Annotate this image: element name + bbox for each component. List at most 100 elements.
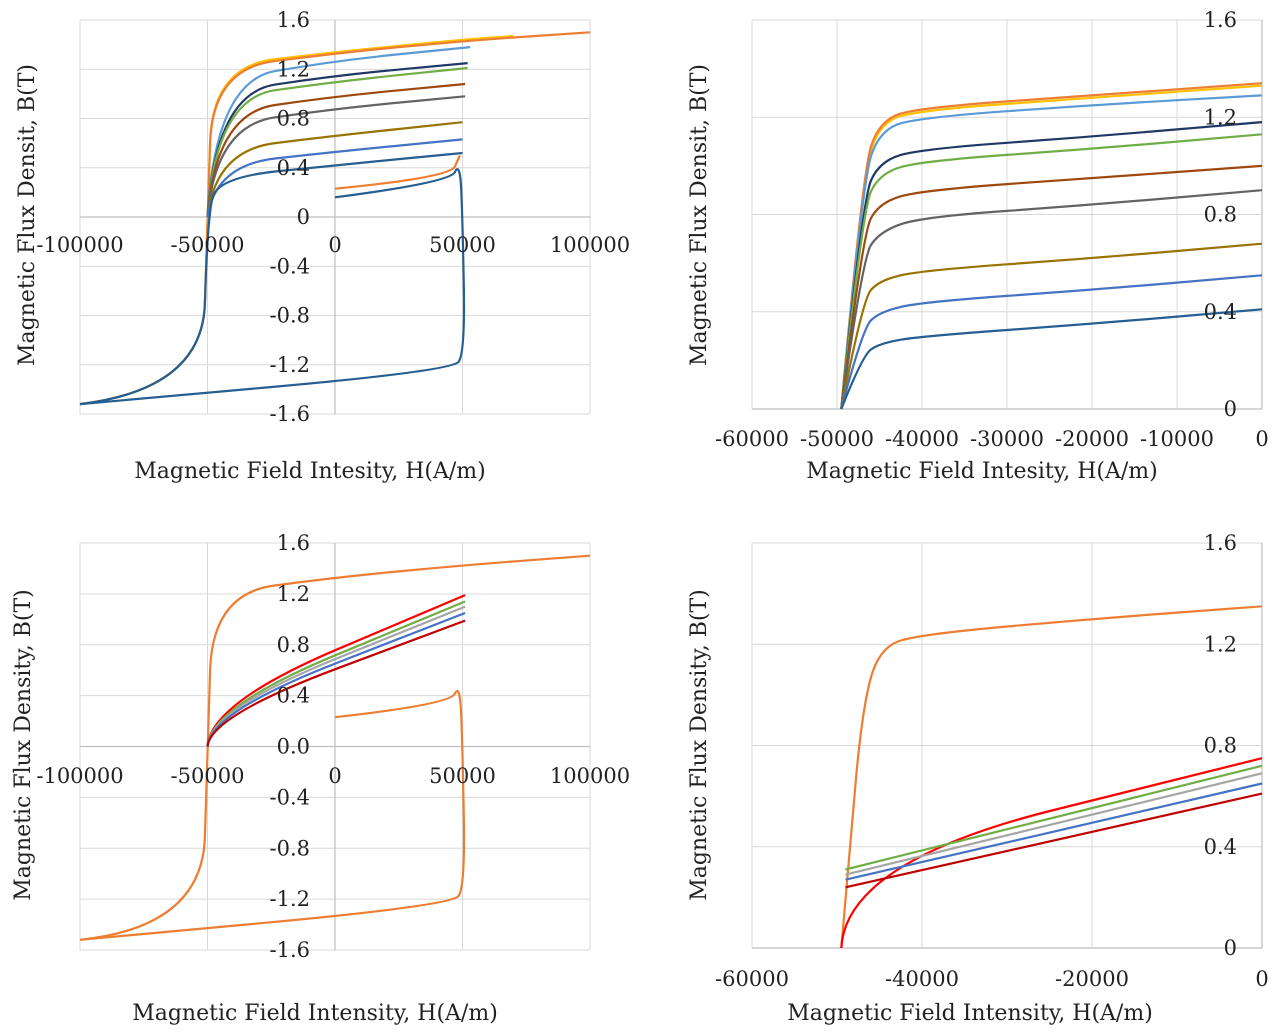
axes — [752, 543, 1263, 949]
y-axis-title: Magnetic Flux Density, B(T) — [687, 589, 712, 900]
x-axis-title: Magnetic Field Intesity, H(A/m) — [134, 459, 485, 484]
x-axis-title: Magnetic Field Intensity, H(A/m) — [132, 1001, 498, 1026]
y-tick-label: -1.6 — [270, 938, 311, 962]
series-line-0 — [840, 84, 1263, 410]
series-line-5 — [206, 611, 466, 747]
y-tick-label: 1.2 — [1204, 105, 1237, 129]
x-tick-label: 100000 — [550, 764, 630, 788]
x-tick-label: 0 — [328, 764, 341, 788]
x-tick-label: -60000 — [715, 427, 789, 451]
x-tick-label: 0 — [1255, 967, 1268, 991]
series-line-3 — [840, 121, 1263, 410]
y-tick-label: -1.2 — [270, 887, 311, 911]
y-tick-label: -1.6 — [270, 402, 311, 426]
y-tick-label: 1.6 — [277, 531, 310, 555]
gridlines — [751, 19, 1263, 410]
y-tick-label: -0.4 — [270, 254, 311, 278]
series-line-6 — [840, 189, 1263, 410]
gridlines — [751, 542, 1263, 949]
x-tick-label: -50000 — [171, 233, 245, 257]
y-tick-label: 1.6 — [277, 8, 310, 32]
series-line-1 — [79, 689, 466, 941]
y-tick-label: 0.8 — [277, 633, 310, 657]
y-tick-label: 0.8 — [1204, 734, 1237, 758]
x-tick-label: 50000 — [429, 233, 496, 257]
chart-second-quadrant-top: -60000 -50000 -40000 -30000 -20000 -10000 00 0.… — [687, 8, 1269, 484]
y-tick-label: 1.2 — [277, 582, 310, 606]
x-tick-label: -40000 — [885, 967, 959, 991]
x-tick-label: -40000 — [885, 427, 959, 451]
y-axis-title: Magnetic Flux Density, B(T) — [11, 589, 36, 900]
chart-second-quadrant-bottom: -60000 -40000 -20000 00 0.4 0.8 1.2 1.6 Magnetic… — [687, 531, 1269, 1026]
series-line-10 — [79, 168, 466, 406]
series-line-0 — [840, 605, 1263, 949]
chart-full-loop-top: -100000 -50000 0 50000 100000 -1.6 -1.2 -0.8 -0.… — [15, 8, 630, 484]
series-line-5 — [206, 82, 466, 218]
series-line-7 — [840, 242, 1263, 410]
y-tick-label: 1.2 — [277, 57, 310, 81]
x-tick-label: -50000 — [800, 427, 874, 451]
y-tick-label: 0.4 — [277, 156, 310, 180]
chart-full-loop-bottom: -100000 -50000 0 50000 100000 -1.6 -1.2 -0.8 -0.… — [11, 531, 630, 1026]
series-line-7 — [206, 121, 463, 218]
y-tick-label: 1.6 — [1204, 531, 1237, 555]
series-line-2 — [840, 94, 1263, 410]
tick-labels: -100000 -50000 0 50000 100000 -1.6 -1.2 -0.8 -0.… — [36, 531, 630, 962]
y-tick-label: 0 — [297, 205, 310, 229]
y-tick-label: 1.6 — [1204, 8, 1237, 32]
series-line-6 — [206, 95, 466, 218]
series-lines — [79, 554, 591, 941]
y-tick-label: -0.4 — [270, 785, 311, 809]
y-tick-label: 0.0 — [277, 735, 310, 759]
y-tick-label: 0.4 — [1204, 300, 1237, 324]
axes — [80, 20, 590, 414]
x-tick-label: -30000 — [970, 427, 1044, 451]
series-line-1 — [840, 82, 1263, 410]
y-tick-label: -0.8 — [270, 836, 311, 860]
y-tick-label: 0 — [1224, 936, 1237, 960]
y-tick-label: 0.8 — [277, 107, 310, 131]
x-tick-label: -10000 — [1140, 427, 1214, 451]
series-lines — [79, 31, 591, 406]
series-line-5 — [845, 792, 1263, 889]
series-line-3 — [845, 772, 1263, 876]
x-tick-label: -100000 — [36, 233, 123, 257]
series-line-9 — [79, 151, 463, 406]
y-axis-title: Magnetic Flux Densit, B(T) — [15, 64, 40, 366]
tick-labels: -60000 -50000 -40000 -30000 -20000 -10000 00 0.… — [715, 8, 1269, 451]
x-tick-label: -50000 — [171, 764, 245, 788]
x-tick-label: -100000 — [36, 764, 123, 788]
y-tick-label: 0 — [1224, 397, 1237, 421]
series-line-5 — [840, 164, 1263, 410]
y-tick-label: -0.8 — [270, 304, 311, 328]
axes — [80, 543, 590, 950]
series-line-0 — [79, 554, 591, 941]
x-tick-label: 50000 — [429, 764, 496, 788]
series-line-4 — [840, 133, 1263, 410]
series-lines — [840, 605, 1263, 949]
x-tick-label: -20000 — [1055, 427, 1129, 451]
y-tick-label: -1.2 — [270, 353, 311, 377]
x-tick-label: -60000 — [715, 967, 789, 991]
y-axis-title: Magnetic Flux Densit, B(T) — [687, 64, 712, 366]
x-tick-label: -20000 — [1055, 967, 1129, 991]
axes — [752, 20, 1263, 410]
series-line-8 — [840, 274, 1263, 410]
series-line-4 — [206, 66, 468, 218]
x-axis-title: Magnetic Field Intensity, H(A/m) — [787, 1001, 1153, 1026]
tick-labels: -100000 -50000 0 50000 100000 -1.6 -1.2 -0.8 -0.… — [36, 8, 630, 426]
series-line-9 — [840, 308, 1263, 410]
x-axis-title: Magnetic Field Intesity, H(A/m) — [806, 459, 1157, 484]
y-tick-label: 0.8 — [1204, 203, 1237, 227]
series-lines — [840, 82, 1263, 410]
series-line-11 — [334, 154, 461, 190]
series-line-2 — [845, 764, 1263, 871]
x-tick-label: 0 — [1255, 427, 1268, 451]
x-tick-label: 100000 — [550, 233, 630, 257]
y-tick-label: 1.2 — [1204, 632, 1237, 656]
y-tick-label: 0.4 — [1204, 835, 1237, 859]
tick-labels: -60000 -40000 -20000 00 0.4 0.8 1.2 1.6 — [715, 531, 1269, 991]
series-line-1 — [840, 757, 1263, 949]
series-line-2 — [206, 46, 471, 218]
